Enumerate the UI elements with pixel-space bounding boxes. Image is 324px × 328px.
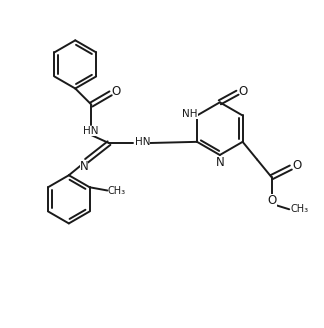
Text: CH₃: CH₃	[290, 204, 308, 214]
Text: O: O	[292, 159, 301, 173]
Text: HN: HN	[135, 136, 150, 147]
Text: NH: NH	[182, 109, 198, 119]
Text: N: N	[215, 155, 224, 169]
Text: HN: HN	[83, 126, 98, 136]
Text: N: N	[80, 160, 88, 173]
Text: CH₃: CH₃	[107, 186, 125, 195]
Text: O: O	[238, 85, 248, 98]
Text: O: O	[111, 85, 121, 98]
Text: O: O	[268, 194, 277, 207]
